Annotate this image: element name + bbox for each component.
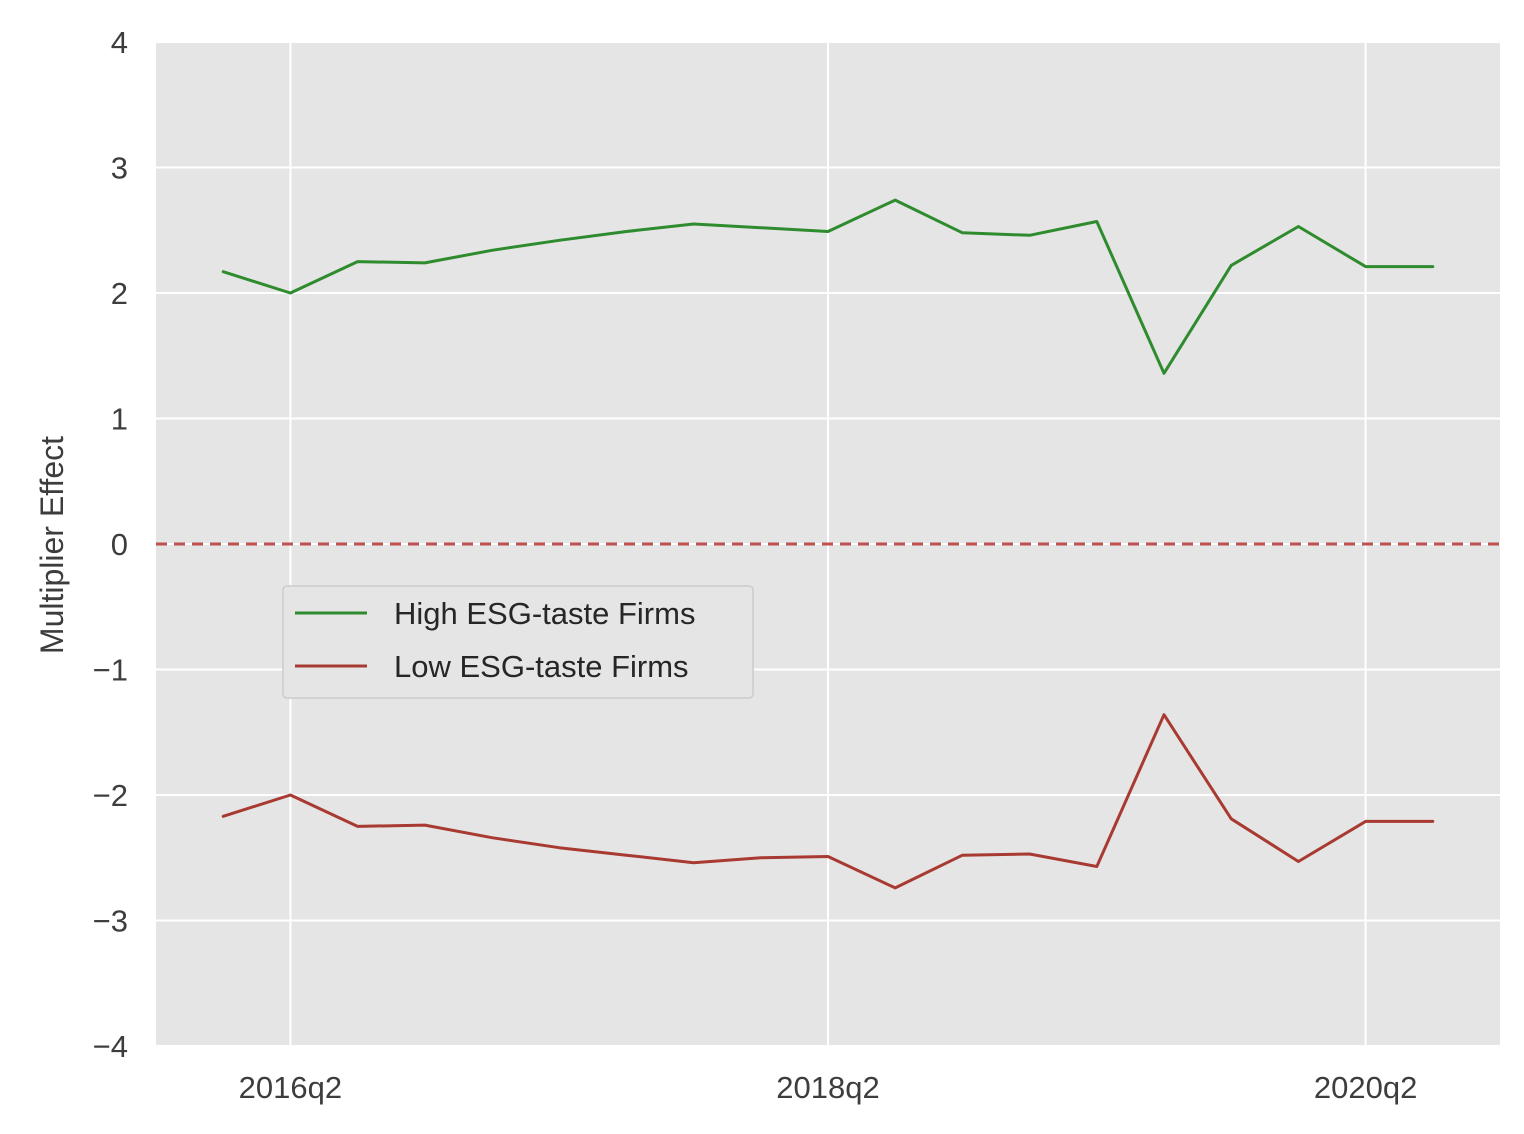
series-line-low-esg <box>221 713 1435 890</box>
y-tick-label: −3 <box>93 904 128 939</box>
series-lines <box>221 198 1435 890</box>
y-axis-ticks: 4 3 2 1 0 −1 −2 −3 −4 <box>93 25 128 1064</box>
x-axis-ticks: 2016q2 2018q2 2020q2 <box>239 1070 1418 1105</box>
x-tick-label: 2016q2 <box>239 1070 342 1105</box>
legend-box <box>282 585 754 699</box>
y-tick-label: 1 <box>111 402 128 437</box>
y-tick-label: −1 <box>93 653 128 688</box>
y-tick-label: 2 <box>111 276 128 311</box>
legend-label: Low ESG-taste Firms <box>394 649 689 684</box>
y-tick-label: 0 <box>111 527 128 562</box>
y-tick-label: −2 <box>93 778 128 813</box>
x-tick-label: 2020q2 <box>1314 1070 1417 1105</box>
legend: High ESG-taste Firms Low ESG-taste Firms <box>282 585 754 699</box>
y-axis-label: Multiplier Effect <box>34 436 70 654</box>
y-tick-label: 4 <box>111 25 128 60</box>
y-tick-label: −4 <box>93 1029 128 1064</box>
x-tick-label: 2018q2 <box>776 1070 879 1105</box>
series-line-high-esg <box>221 198 1435 375</box>
y-tick-label: 3 <box>111 151 128 186</box>
legend-label: High ESG-taste Firms <box>394 596 695 631</box>
